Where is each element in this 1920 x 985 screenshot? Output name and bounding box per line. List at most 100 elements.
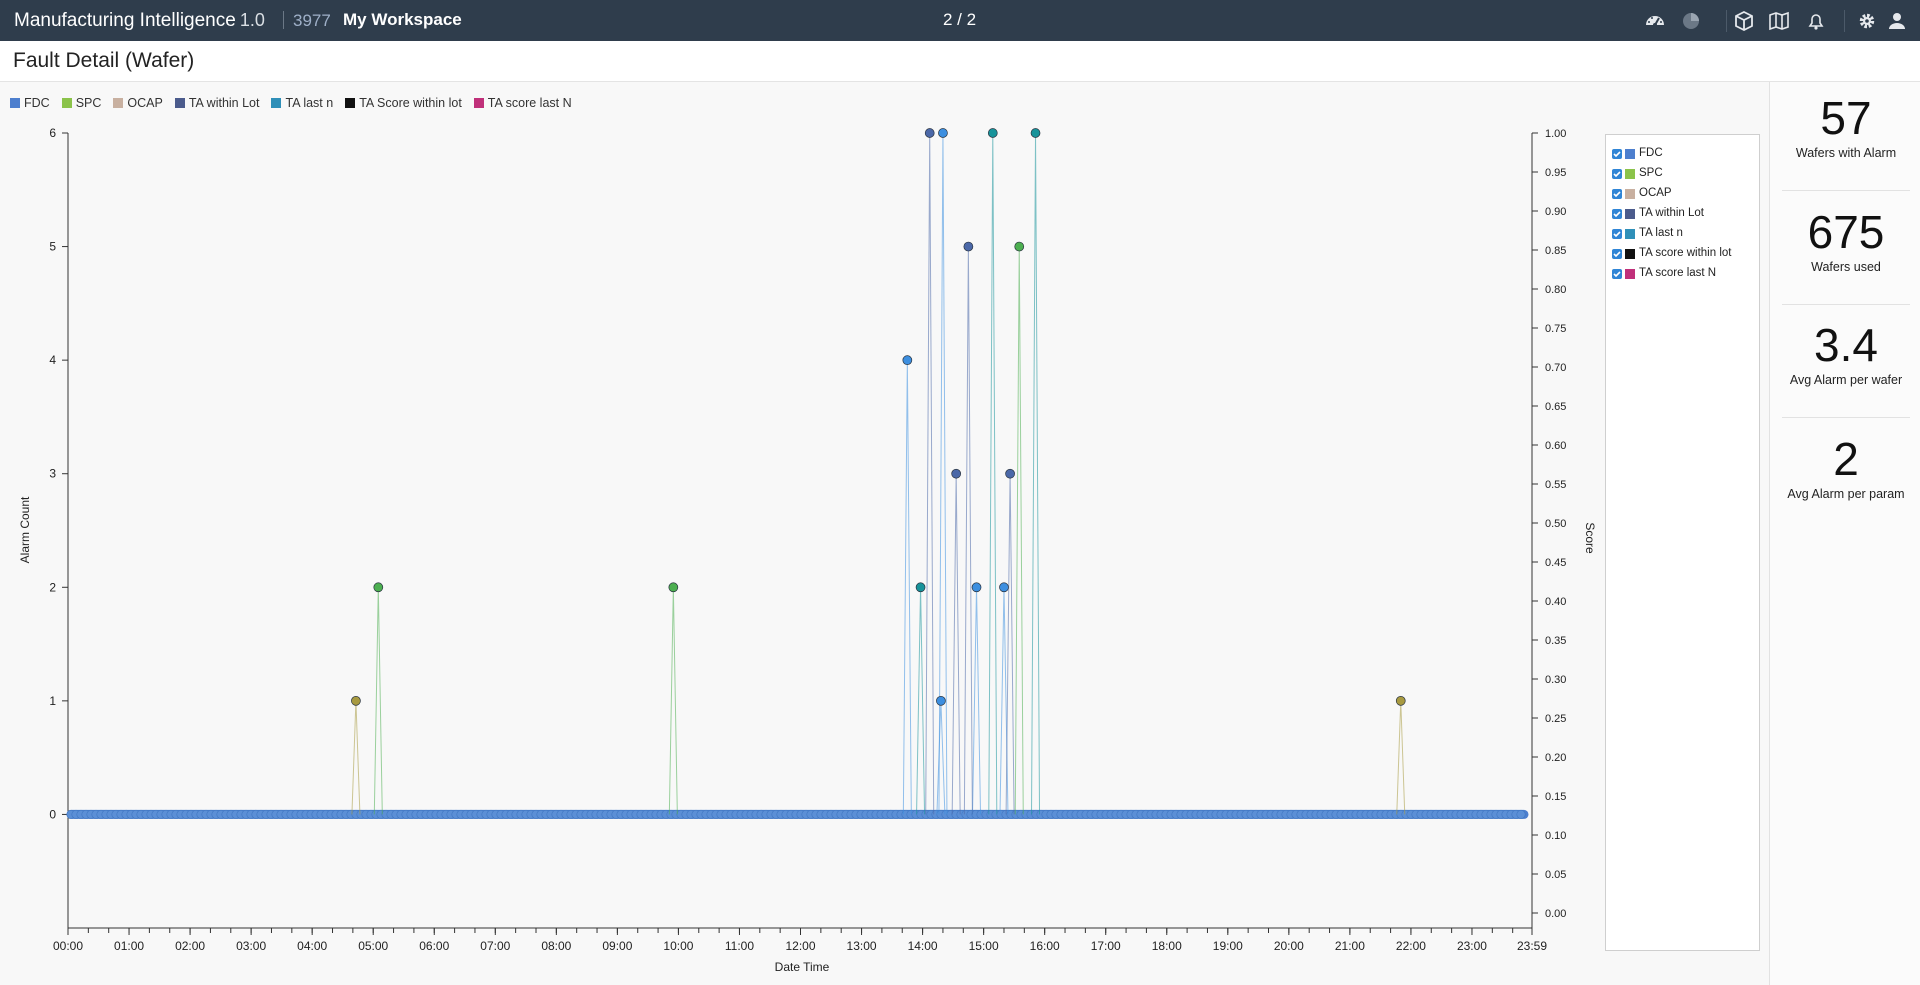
- stat-value: 675: [1807, 206, 1885, 258]
- series-toggle[interactable]: FDC: [1606, 145, 1759, 165]
- pie-chart-icon[interactable]: [1680, 10, 1702, 32]
- legend-swatch: [1625, 149, 1635, 159]
- series-line: [951, 473, 961, 815]
- y-tick-label: 5: [49, 240, 56, 254]
- series-line: [1396, 700, 1406, 815]
- series-checkbox[interactable]: [1612, 209, 1622, 219]
- legend-item[interactable]: TA last n: [271, 96, 333, 110]
- legend-item[interactable]: TA within Lot: [174, 96, 259, 110]
- legend-label: TA last n: [1639, 227, 1683, 239]
- stat-card: 2 Avg Alarm per param: [1780, 433, 1912, 501]
- x-tick-label: 19:00: [1213, 939, 1243, 953]
- bell-icon[interactable]: [1805, 10, 1827, 32]
- legend-item[interactable]: SPC: [61, 96, 101, 110]
- x-tick-label: 13:00: [847, 939, 877, 953]
- series-checkbox[interactable]: [1612, 249, 1622, 259]
- series-line: [916, 587, 926, 815]
- legend-swatch: [1625, 229, 1635, 239]
- legend-swatch: [1625, 169, 1635, 179]
- series-checkbox[interactable]: [1612, 149, 1622, 159]
- y2-tick-label: 0.30: [1545, 674, 1566, 686]
- cube-icon[interactable]: [1733, 10, 1755, 32]
- top-navbar: Manufacturing Intelligence 1.0 3977 My Wo…: [0, 0, 1920, 41]
- legend-item[interactable]: TA Score within lot: [345, 96, 462, 110]
- icon-separator: [1726, 10, 1727, 32]
- x-tick-label: 03:00: [236, 939, 266, 953]
- workspace-name[interactable]: My Workspace: [343, 10, 462, 29]
- x-tick-label: 02:00: [175, 939, 205, 953]
- y-tick-label: 1: [49, 694, 56, 708]
- legend-item[interactable]: OCAP: [113, 96, 163, 110]
- series-checkbox[interactable]: [1612, 229, 1622, 239]
- series-toggle[interactable]: TA score last N: [1606, 265, 1759, 285]
- series-point: [902, 355, 913, 365]
- y2-tick-label: 1.00: [1545, 128, 1566, 140]
- user-icon[interactable]: [1886, 10, 1908, 32]
- series-point: [951, 468, 962, 479]
- series-line: [902, 360, 912, 815]
- x-tick-label: 11:00: [725, 939, 754, 953]
- series-checkbox[interactable]: [1612, 189, 1622, 199]
- legend-item[interactable]: FDC: [10, 96, 50, 110]
- page-indicator: 2 / 2: [943, 10, 977, 29]
- y2-tick-label: 0.95: [1545, 167, 1566, 179]
- app-name: Manufacturing Intelligence: [14, 10, 236, 31]
- series-point: [936, 696, 946, 706]
- series-point: [1030, 128, 1041, 138]
- series-toggle[interactable]: TA last n: [1606, 225, 1759, 245]
- series-line: [1031, 132, 1041, 815]
- stat-card: 3.4 Avg Alarm per wafer: [1780, 319, 1912, 387]
- series-toggle[interactable]: TA within Lot: [1606, 205, 1759, 225]
- gear-icon[interactable]: [1856, 10, 1878, 32]
- stat-divider: [1782, 190, 1910, 191]
- workspace-id[interactable]: 3977: [293, 11, 331, 30]
- series-line: [668, 587, 678, 815]
- series-toggle[interactable]: SPC: [1606, 165, 1759, 185]
- y2-tick-label: 0.05: [1545, 869, 1566, 881]
- stat-card: 57 Wafers with Alarm: [1780, 92, 1912, 160]
- series-line: [373, 587, 383, 815]
- legend-label: TA last n: [285, 96, 334, 110]
- stat-divider: [1782, 304, 1910, 305]
- x-tick-label: 07:00: [480, 939, 510, 953]
- y-tick-label: 4: [49, 353, 56, 367]
- legend-label: OCAP: [1639, 187, 1672, 199]
- chart-panel: [0, 82, 1769, 985]
- y2-axis-title: Score: [1583, 522, 1597, 554]
- y2-tick-label: 0.60: [1545, 440, 1566, 452]
- legend-label: TA score last N: [487, 96, 572, 110]
- series-point: [963, 241, 974, 252]
- x-tick-label: 10:00: [663, 939, 693, 953]
- page-header: Fault Detail (Wafer): [0, 41, 1920, 82]
- x-tick-label: 15:00: [969, 939, 999, 953]
- y2-tick-label: 0.25: [1545, 713, 1566, 725]
- y2-tick-label: 0.65: [1545, 401, 1566, 413]
- x-tick-label: 20:00: [1274, 939, 1304, 953]
- legend-item[interactable]: TA score last N: [473, 96, 572, 110]
- series-point: [373, 582, 384, 593]
- legend-swatch: [1625, 209, 1635, 219]
- y2-tick-label: 0.55: [1545, 479, 1566, 491]
- series-toggle[interactable]: OCAP: [1606, 185, 1759, 205]
- series-line: [936, 700, 946, 815]
- x-tick-label: 08:00: [541, 939, 571, 953]
- x-tick-label: 22:00: [1396, 939, 1426, 953]
- y2-tick-label: 0.00: [1545, 908, 1566, 920]
- dashboard-gauge-icon[interactable]: [1644, 10, 1666, 32]
- series-checkbox[interactable]: [1612, 269, 1622, 279]
- y-tick-label: 6: [49, 126, 56, 140]
- legend-swatch: [271, 98, 282, 108]
- legend-swatch: [10, 98, 20, 108]
- y-axis-title: Alarm Count: [18, 496, 32, 563]
- legend-label: TA score last N: [1639, 267, 1717, 279]
- series-toggle[interactable]: TA score within lot: [1606, 245, 1759, 265]
- legend-swatch: [473, 98, 484, 108]
- x-tick-label: 06:00: [419, 939, 449, 953]
- y-tick-label: 0: [49, 807, 56, 821]
- map-icon[interactable]: [1768, 10, 1790, 32]
- series-checkbox[interactable]: [1612, 169, 1622, 179]
- y2-tick-label: 0.50: [1545, 518, 1566, 530]
- y-tick-label: 3: [49, 467, 56, 481]
- stat-value: 2: [1833, 433, 1859, 485]
- stat-divider: [1782, 417, 1910, 418]
